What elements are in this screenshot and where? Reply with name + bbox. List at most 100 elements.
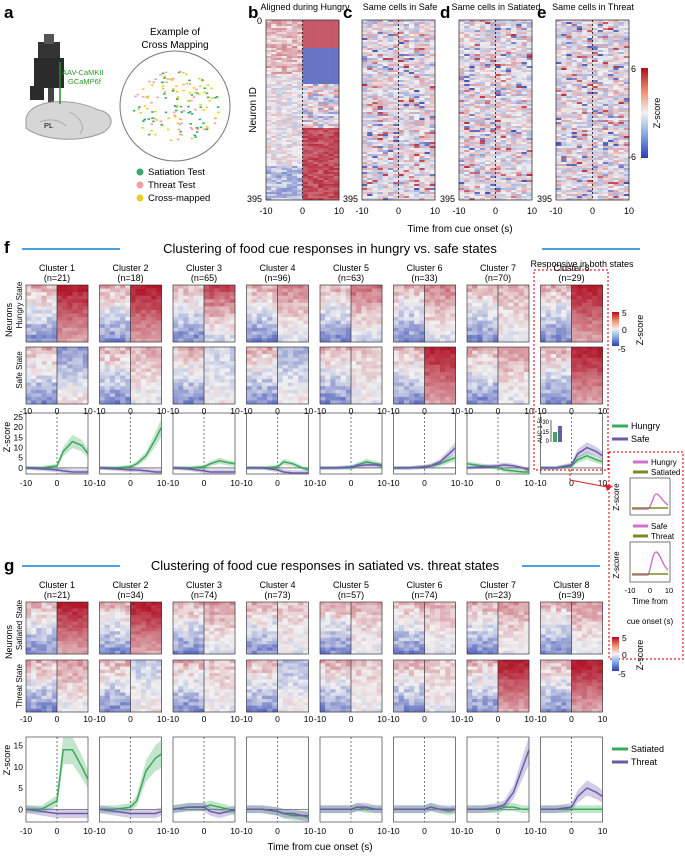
heat-cell — [414, 158, 420, 160]
heat-cell — [334, 176, 340, 178]
heat-cell — [459, 130, 465, 132]
heat-cell — [282, 196, 288, 198]
heat-cell — [577, 136, 583, 138]
heat-cell — [490, 192, 496, 194]
heat-cell — [287, 24, 293, 26]
heat-cell — [425, 164, 431, 166]
heat-cell — [393, 150, 399, 152]
heat-cell — [334, 150, 340, 152]
heat-cell — [598, 72, 604, 74]
heat-cell — [485, 138, 491, 140]
heat-cell — [419, 62, 425, 64]
heat-cell — [419, 102, 425, 104]
heat-cell — [480, 78, 486, 80]
heat-cell — [516, 148, 522, 150]
heat-cell — [582, 78, 588, 80]
heat-cell — [485, 70, 491, 72]
heat-cell — [459, 170, 465, 172]
heat-cell — [323, 192, 329, 194]
heat-cell — [282, 26, 288, 28]
heat-cell — [399, 148, 405, 150]
heat-cell — [459, 144, 465, 146]
heat-cell — [297, 184, 303, 186]
heat-cell — [367, 166, 373, 168]
heat-cell — [404, 148, 410, 150]
heat-cell — [561, 70, 567, 72]
heat-cell — [282, 50, 288, 52]
heat-cell — [419, 40, 425, 42]
heat-cell — [323, 134, 329, 136]
heat-cell — [506, 146, 512, 148]
heat-cell — [383, 118, 389, 120]
heat-cell — [593, 32, 599, 34]
heat-cell — [608, 132, 614, 134]
heat-cell — [613, 112, 619, 114]
heat-cell — [378, 92, 384, 94]
heat-cell — [378, 24, 384, 26]
heat-cell — [556, 106, 562, 108]
heat-cell — [582, 64, 588, 66]
heat-cell — [598, 84, 604, 86]
heat-cell — [430, 122, 436, 124]
heat-cell — [372, 134, 378, 136]
heat-cell — [393, 114, 399, 116]
heat-cell — [485, 72, 491, 74]
heat-cell — [566, 52, 572, 54]
heat-cell — [287, 42, 293, 44]
heat-cell — [506, 156, 512, 158]
heat-cell — [475, 132, 481, 134]
heat-cell — [603, 70, 609, 72]
heat-cell — [313, 192, 319, 194]
heat-cell — [475, 118, 481, 120]
heat-cell — [572, 86, 578, 88]
heat-cell — [303, 36, 309, 38]
heat-cell — [464, 120, 470, 122]
heat-cell — [318, 66, 324, 68]
heat-cell — [409, 60, 415, 62]
heat-cell — [501, 108, 507, 110]
heat-cell — [297, 62, 303, 64]
heat-cell — [516, 106, 522, 108]
heat-cell — [329, 174, 335, 176]
heat-cell — [490, 96, 496, 98]
heat-cell — [282, 120, 288, 122]
heat-cell — [485, 114, 491, 116]
heat-cell — [556, 60, 562, 62]
heat-cell — [506, 82, 512, 84]
heat-cell — [430, 26, 436, 28]
heat-cell — [577, 94, 583, 96]
heat-cell — [297, 24, 303, 26]
heat-cell — [399, 66, 405, 68]
heat-cell — [506, 64, 512, 66]
heat-cell — [271, 146, 277, 148]
heat-cell — [480, 90, 486, 92]
heat-cell — [587, 76, 593, 78]
heat-cell — [566, 100, 572, 102]
heat-cell — [388, 22, 394, 24]
heat-cell — [516, 108, 522, 110]
heat-cell — [587, 158, 593, 160]
heat-cell — [516, 52, 522, 54]
heat-cell — [561, 42, 567, 44]
heat-cell — [522, 166, 528, 168]
heat-cell — [598, 138, 604, 140]
heat-cell — [480, 86, 486, 88]
heat-cell — [292, 154, 298, 156]
heat-cell — [266, 40, 272, 42]
heat-cell — [577, 36, 583, 38]
heat-cell — [459, 120, 465, 122]
heat-cell — [490, 34, 496, 36]
heat-cell — [566, 54, 572, 56]
heat-cell — [425, 188, 431, 190]
cell-dot — [138, 106, 141, 108]
heat-cell — [425, 56, 431, 58]
heat-cell — [480, 94, 486, 96]
heat-cell — [276, 82, 282, 84]
heat-cell — [485, 160, 491, 162]
cell-dot — [188, 80, 191, 82]
heat-cell — [522, 68, 528, 70]
heat-cell — [598, 94, 604, 96]
heat-cell — [480, 190, 486, 192]
heat-cell — [522, 30, 528, 32]
heat-cell — [271, 150, 277, 152]
